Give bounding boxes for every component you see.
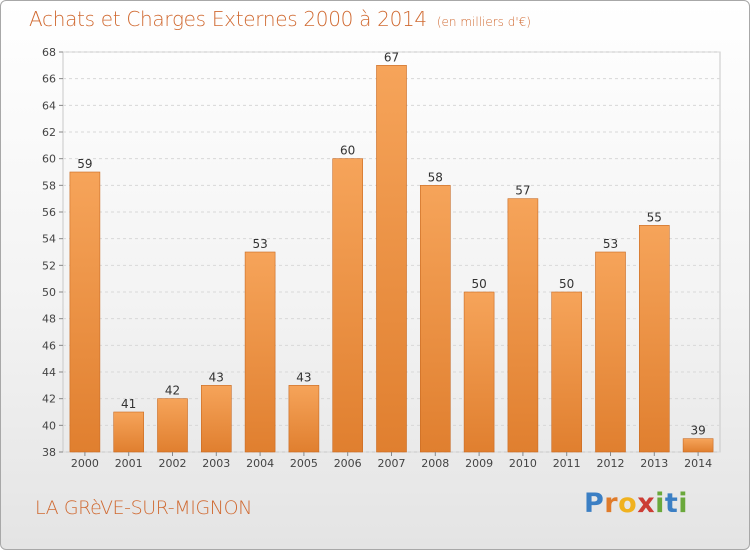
y-tick-label: 40 <box>42 419 56 432</box>
logo-letter: r <box>604 488 619 519</box>
x-tick-label: 2012 <box>597 457 625 470</box>
bar <box>638 225 670 453</box>
data-label: 42 <box>165 384 180 398</box>
bar <box>595 251 626 453</box>
x-tick-label: 2013 <box>640 457 668 470</box>
data-label: 50 <box>559 277 574 291</box>
x-tick-label: 2011 <box>553 457 581 470</box>
data-label: 67 <box>384 50 399 64</box>
bar <box>332 158 364 453</box>
x-tick-label: 2002 <box>159 457 187 470</box>
data-label: 41 <box>121 397 136 411</box>
bar <box>551 291 583 453</box>
logo-letter: i <box>655 488 665 519</box>
bar <box>69 171 101 453</box>
y-tick-label: 56 <box>42 206 56 219</box>
x-tick-label: 2008 <box>421 457 449 470</box>
x-tick-label: 2005 <box>290 457 318 470</box>
y-tick-label: 38 <box>42 446 56 459</box>
y-tick-label: 62 <box>42 126 56 139</box>
x-tick-label: 2000 <box>71 457 99 470</box>
x-tick-label: 2007 <box>378 457 406 470</box>
data-label: 50 <box>471 277 486 291</box>
y-tick-label: 50 <box>42 286 56 299</box>
y-tick-label: 64 <box>42 99 56 112</box>
bar <box>201 385 232 453</box>
x-tick-label: 2010 <box>509 457 537 470</box>
y-tick-label: 52 <box>42 259 56 272</box>
y-tick-label: 60 <box>42 153 56 166</box>
data-label: 39 <box>690 424 705 438</box>
chart-title: Achats et Charges Externes 2000 à 2014 (e… <box>29 7 531 31</box>
data-label: 60 <box>340 144 355 158</box>
x-tick-label: 2004 <box>246 457 274 470</box>
logo-letter: x <box>637 488 656 519</box>
logo-letter: P <box>584 488 605 519</box>
y-tick-label: 46 <box>42 339 56 352</box>
bar <box>157 398 188 453</box>
bar <box>244 251 276 453</box>
y-tick-label: 54 <box>42 233 56 246</box>
x-tick-label: 2006 <box>334 457 362 470</box>
y-tick-label: 68 <box>42 46 56 59</box>
chart-unit: (en milliers d'€) <box>436 15 531 29</box>
bar <box>288 385 320 453</box>
logo-letter: o <box>618 488 638 519</box>
x-tick-label: 2001 <box>115 457 143 470</box>
y-tick-label: 58 <box>42 179 56 192</box>
data-label: 55 <box>647 210 662 224</box>
data-label: 43 <box>296 370 311 384</box>
data-label: 43 <box>209 370 224 384</box>
bar <box>682 438 714 453</box>
y-tick-label: 48 <box>42 313 56 326</box>
x-tick-label: 2009 <box>465 457 493 470</box>
data-label: 57 <box>515 184 530 198</box>
x-tick-label: 2014 <box>684 457 712 470</box>
data-label: 59 <box>77 157 92 171</box>
chart-title-text: Achats et Charges Externes 2000 à 2014 <box>29 7 427 31</box>
x-tick-label: 2003 <box>202 457 230 470</box>
bar <box>463 291 495 453</box>
logo-letter: i <box>678 488 689 519</box>
bar <box>419 185 451 453</box>
bar <box>507 198 539 453</box>
data-label: 53 <box>252 237 267 251</box>
logo-letter: t <box>664 488 679 519</box>
commune-name: LA GRèVE-SUR-MIGNON <box>35 497 252 519</box>
y-tick-label: 66 <box>42 73 56 86</box>
bar <box>113 411 144 453</box>
proxiti-logo: Proxiti <box>584 488 688 519</box>
y-tick-label: 42 <box>42 393 56 406</box>
data-label: 53 <box>603 237 618 251</box>
bar <box>376 65 407 453</box>
y-tick-label: 44 <box>42 366 56 379</box>
data-label: 58 <box>428 170 443 184</box>
